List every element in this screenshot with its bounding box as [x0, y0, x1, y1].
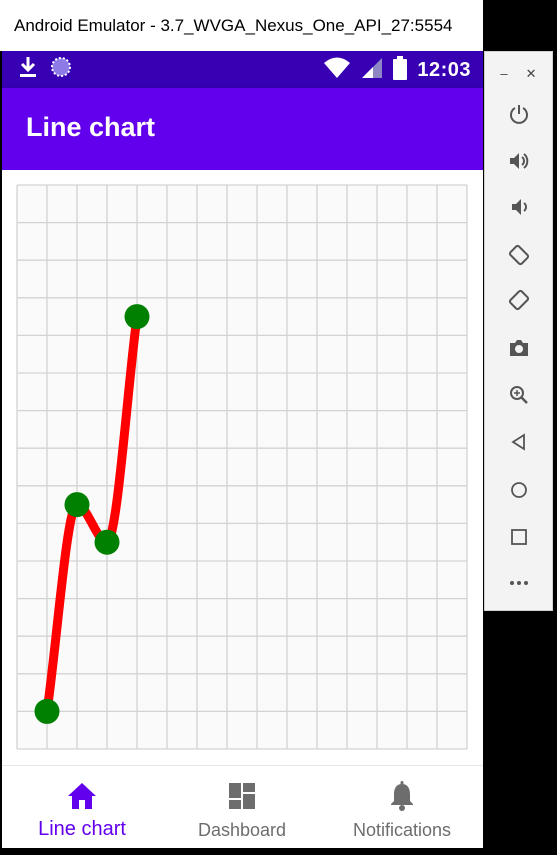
back-icon — [510, 433, 525, 451]
volume-up-icon — [509, 153, 528, 169]
app-bar: Line chart — [2, 88, 483, 170]
close-icon[interactable]: ✕ — [525, 66, 537, 81]
page-title: Line chart — [26, 112, 156, 142]
home-icon — [68, 783, 96, 809]
emulator-screen[interactable]: 12:03 Line chart Line chart — [2, 51, 483, 848]
data-point-1[interactable] — [34, 698, 60, 724]
more-icon — [509, 581, 528, 585]
rotate-right-icon — [508, 289, 529, 311]
more-button[interactable] — [485, 563, 552, 603]
home-circle-icon — [510, 482, 527, 498]
nav-item-notifications[interactable]: Notifications — [322, 766, 482, 848]
zoom-icon — [509, 386, 528, 404]
bottom-navigation: Line chart Dashboard Notifi — [2, 765, 483, 848]
nav-item-dashboard[interactable]: Dashboard — [162, 766, 322, 848]
download-icon — [18, 56, 38, 83]
rotate-right-button[interactable] — [485, 280, 552, 320]
cell-signal-icon — [361, 57, 383, 84]
nav-label-dashboard: Dashboard — [197, 820, 287, 840]
bell-icon — [391, 781, 413, 811]
home-button[interactable] — [485, 470, 552, 510]
screenshot-button[interactable] — [485, 328, 552, 368]
window-title: Android Emulator - 3.7_WVGA_Nexus_One_AP… — [0, 0, 483, 51]
data-point-2[interactable] — [64, 492, 90, 518]
status-time: 12:03 — [417, 58, 471, 81]
data-point-4[interactable] — [124, 304, 150, 330]
volume-up-button[interactable] — [485, 141, 552, 181]
battery-icon — [393, 55, 408, 85]
overview-icon — [510, 529, 527, 545]
dashboard-icon — [229, 783, 255, 809]
power-icon — [509, 105, 528, 124]
back-button[interactable] — [485, 422, 552, 462]
data-point-3[interactable] — [94, 529, 120, 555]
series-line — [42, 312, 142, 716]
zoom-button[interactable] — [485, 375, 552, 415]
status-bar: 12:03 — [2, 51, 483, 88]
chart-container — [2, 170, 483, 764]
chart-plot-area — [17, 185, 467, 749]
sync-icon — [50, 56, 72, 83]
chart-grid — [16, 184, 468, 750]
nav-label-line-chart: Line chart — [38, 818, 126, 840]
minimize-icon[interactable]: – — [500, 66, 508, 81]
overview-button[interactable] — [485, 517, 552, 557]
camera-icon — [509, 340, 528, 356]
nav-item-line-chart[interactable]: Line chart — [2, 766, 162, 848]
volume-down-button[interactable] — [485, 187, 552, 227]
line-chart[interactable] — [2, 170, 483, 764]
rotate-left-icon — [508, 244, 529, 266]
emulator-controls-panel: – ✕ — [484, 51, 553, 611]
volume-down-icon — [511, 199, 527, 215]
chart-points — [34, 304, 150, 724]
power-button[interactable] — [485, 94, 552, 134]
wifi-icon — [323, 57, 351, 84]
rotate-left-button[interactable] — [485, 235, 552, 275]
nav-label-notifications: Notifications — [352, 820, 452, 840]
